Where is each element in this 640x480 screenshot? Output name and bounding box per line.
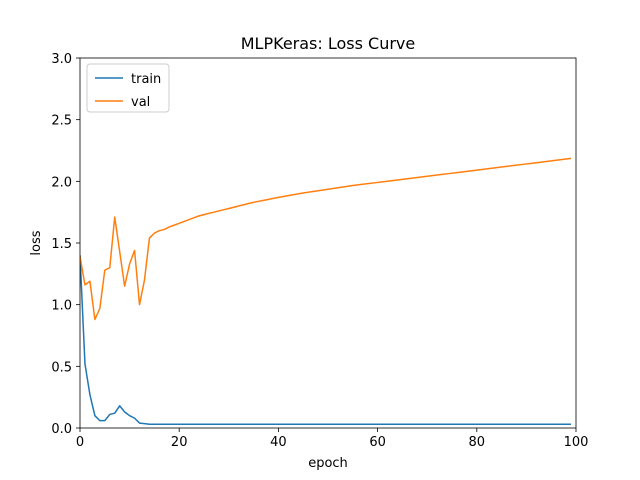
legend-label-train: train bbox=[131, 72, 161, 87]
y-tick-label: 2.5 bbox=[51, 114, 72, 129]
x-tick-label: 100 bbox=[564, 435, 589, 450]
y-axis-ticks: 0.0 0.5 1.0 1.5 2.0 2.5 3.0 bbox=[51, 52, 80, 437]
y-tick-label: 1.5 bbox=[51, 237, 72, 252]
x-axis-ticks: 0 20 40 60 80 100 bbox=[76, 428, 589, 450]
x-tick-label: 20 bbox=[171, 435, 188, 450]
y-axis-label: loss bbox=[29, 230, 44, 255]
y-tick-label: 0.5 bbox=[51, 360, 72, 375]
series-line-val bbox=[80, 157, 572, 321]
series-line-train bbox=[80, 255, 572, 426]
x-tick-label: 40 bbox=[270, 435, 287, 450]
plot-frame bbox=[79, 57, 577, 429]
y-tick-label: 1.0 bbox=[51, 299, 72, 314]
y-tick-label: 3.0 bbox=[51, 52, 72, 67]
plot-area bbox=[80, 58, 576, 428]
y-tick-label: 2.0 bbox=[51, 175, 72, 190]
x-tick-label: 60 bbox=[369, 435, 386, 450]
y-tick-label: 0.0 bbox=[51, 422, 72, 437]
legend-label-val: val bbox=[131, 95, 150, 110]
plot-background bbox=[80, 58, 576, 428]
x-tick-label: 0 bbox=[76, 435, 84, 450]
series-layer bbox=[80, 157, 572, 426]
x-axis-label: epoch bbox=[308, 456, 348, 471]
legend-box bbox=[86, 63, 170, 113]
x-tick-label: 80 bbox=[469, 435, 486, 450]
chart-title: MLPKeras: Loss Curve bbox=[241, 34, 415, 53]
legend: train val bbox=[86, 63, 170, 113]
